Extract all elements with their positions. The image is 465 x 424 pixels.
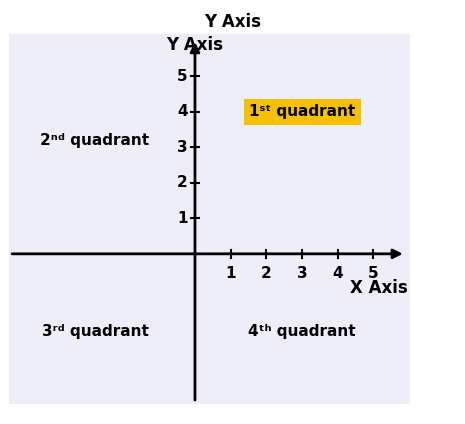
Text: Y Axis: Y Axis	[166, 36, 224, 54]
Text: X Axis: X Axis	[350, 279, 407, 297]
Text: 5: 5	[177, 69, 188, 84]
Text: 4: 4	[332, 266, 343, 281]
Text: 3: 3	[177, 140, 188, 155]
Text: 3: 3	[297, 266, 307, 281]
Text: 2: 2	[177, 176, 188, 190]
Text: 4ᵗʰ quadrant: 4ᵗʰ quadrant	[248, 324, 356, 339]
Text: 2ⁿᵈ quadrant: 2ⁿᵈ quadrant	[40, 133, 150, 148]
Text: 5: 5	[368, 266, 379, 281]
Text: Y Axis: Y Axis	[204, 13, 261, 31]
Text: 3ʳᵈ quadrant: 3ʳᵈ quadrant	[41, 324, 148, 339]
Text: 1: 1	[177, 211, 188, 226]
Text: 2: 2	[261, 266, 272, 281]
Text: 1: 1	[226, 266, 236, 281]
Text: 1ˢᵗ quadrant: 1ˢᵗ quadrant	[249, 104, 355, 120]
Text: 4: 4	[177, 104, 188, 120]
